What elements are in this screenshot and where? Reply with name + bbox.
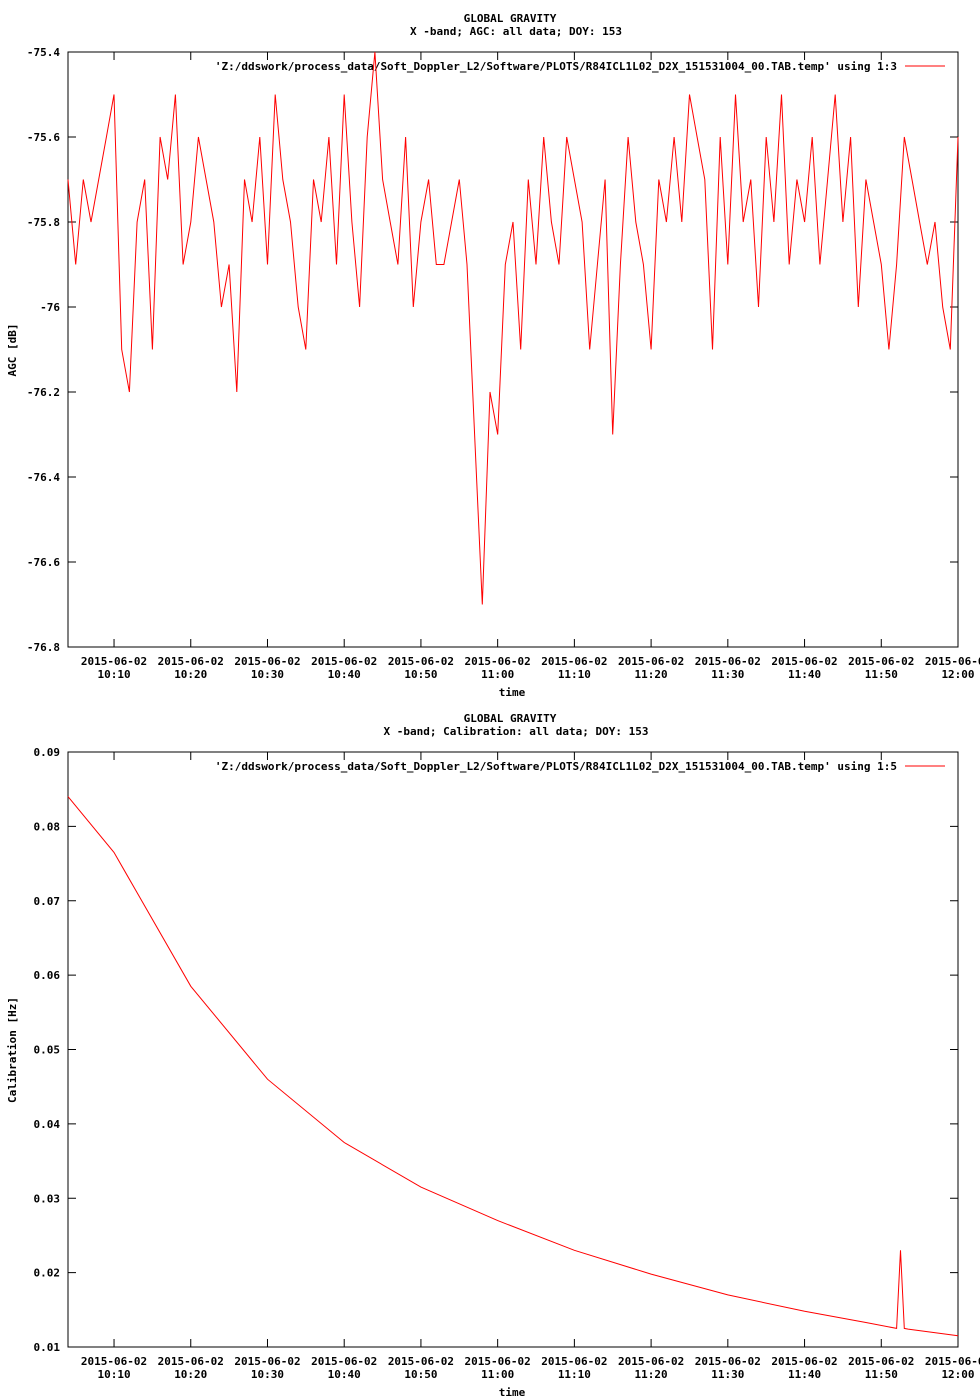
y-tick-label: -75.4 <box>27 46 60 59</box>
x-tick-date: 2015-06-02 <box>695 655 761 668</box>
x-tick-date: 2015-06-02 <box>234 1355 300 1368</box>
x-axis-ticks: 2015-06-0210:102015-06-0210:202015-06-02… <box>81 52 980 681</box>
y-tick-label: -76.2 <box>27 386 60 399</box>
legend-label: 'Z:/ddswork/process_data/Soft_Doppler_L2… <box>215 60 897 73</box>
x-tick-time: 10:10 <box>97 1368 130 1381</box>
x-tick-time: 10:30 <box>251 668 284 681</box>
x-tick-date: 2015-06-02 <box>771 1355 837 1368</box>
x-tick-time: 11:40 <box>788 1368 821 1381</box>
x-tick-time: 10:20 <box>174 1368 207 1381</box>
calibration-series-line <box>67 796 959 1337</box>
y-tick-label: 0.09 <box>34 746 61 759</box>
x-tick-time: 11:20 <box>635 668 668 681</box>
y-tick-label: 0.01 <box>34 1341 61 1354</box>
x-tick-time: 10:20 <box>174 668 207 681</box>
y-tick-label: 0.03 <box>34 1192 61 1205</box>
y-tick-label: -75.6 <box>27 131 60 144</box>
x-tick-date: 2015-06-02 <box>541 655 607 668</box>
chart-subtitle: X -band; Calibration: all data; DOY: 153 <box>384 725 649 738</box>
x-tick-time: 11:10 <box>558 668 591 681</box>
x-tick-time: 11:10 <box>558 1368 591 1381</box>
x-axis-ticks: 2015-06-0210:102015-06-0210:202015-06-02… <box>81 752 980 1381</box>
legend-label: 'Z:/ddswork/process_data/Soft_Doppler_L2… <box>215 760 897 773</box>
chart-subtitle: X -band; AGC: all data; DOY: 153 <box>410 25 622 38</box>
x-tick-date: 2015-06-02 <box>925 655 980 668</box>
y-tick-label: -76.4 <box>27 471 60 484</box>
y-axis-label: Calibration [Hz] <box>6 997 19 1103</box>
x-axis-label: time <box>499 1386 526 1399</box>
x-tick-date: 2015-06-02 <box>311 655 377 668</box>
y-tick-label: -76 <box>40 301 60 314</box>
x-tick-date: 2015-06-02 <box>234 655 300 668</box>
x-tick-date: 2015-06-02 <box>388 1355 454 1368</box>
chart-title: GLOBAL GRAVITY <box>464 712 557 725</box>
x-tick-date: 2015-06-02 <box>848 1355 914 1368</box>
x-tick-time: 10:30 <box>251 1368 284 1381</box>
x-tick-date: 2015-06-02 <box>158 655 224 668</box>
x-tick-time: 10:40 <box>328 668 361 681</box>
x-tick-date: 2015-06-02 <box>81 655 147 668</box>
x-tick-time: 11:50 <box>865 1368 898 1381</box>
x-tick-time: 11:50 <box>865 668 898 681</box>
x-tick-time: 11:00 <box>481 1368 514 1381</box>
x-tick-date: 2015-06-02 <box>81 1355 147 1368</box>
x-tick-date: 2015-06-02 <box>311 1355 377 1368</box>
plot-frame <box>67 51 959 648</box>
x-tick-time: 11:00 <box>481 668 514 681</box>
y-tick-label: 0.05 <box>34 1044 61 1057</box>
x-tick-time: 10:50 <box>404 668 437 681</box>
x-tick-date: 2015-06-02 <box>618 1355 684 1368</box>
y-tick-label: -75.8 <box>27 216 60 229</box>
plot-frame <box>67 751 959 1348</box>
x-tick-time: 12:00 <box>941 1368 974 1381</box>
x-tick-time: 12:00 <box>941 668 974 681</box>
x-tick-time: 10:40 <box>328 1368 361 1381</box>
y-axis-label: AGC [dB] <box>6 324 19 377</box>
x-axis-label: time <box>499 686 526 699</box>
x-tick-time: 10:10 <box>97 668 130 681</box>
x-tick-date: 2015-06-02 <box>158 1355 224 1368</box>
x-tick-date: 2015-06-02 <box>925 1355 980 1368</box>
x-tick-date: 2015-06-02 <box>465 655 531 668</box>
y-tick-label: -76.6 <box>27 556 60 569</box>
x-tick-date: 2015-06-02 <box>695 1355 761 1368</box>
x-tick-time: 11:40 <box>788 668 821 681</box>
agc-chart: GLOBAL GRAVITY X -band; AGC: all data; D… <box>6 12 980 699</box>
y-axis-ticks: 0.09 0.08 0.07 0.06 0.05 0.04 0.03 0.02 0.01 <box>34 746 958 1354</box>
x-tick-date: 2015-06-02 <box>618 655 684 668</box>
y-axis-ticks: -75.4 -75.6 -75.8 -76 -76.2 -76.4 -76.6 -76.8 <box>27 46 958 654</box>
y-tick-label: 0.02 <box>34 1267 61 1280</box>
y-tick-label: 0.06 <box>34 969 61 982</box>
y-tick-label: 0.07 <box>34 895 61 908</box>
y-tick-label: 0.08 <box>34 820 61 833</box>
x-tick-time: 11:20 <box>635 1368 668 1381</box>
y-tick-label: 0.04 <box>34 1118 61 1131</box>
x-tick-date: 2015-06-02 <box>388 655 454 668</box>
x-tick-time: 11:30 <box>711 668 744 681</box>
x-tick-date: 2015-06-02 <box>848 655 914 668</box>
y-tick-label: -76.8 <box>27 641 60 654</box>
x-tick-time: 10:50 <box>404 1368 437 1381</box>
x-tick-time: 11:30 <box>711 1368 744 1381</box>
chart-title: GLOBAL GRAVITY <box>464 12 557 25</box>
x-tick-date: 2015-06-02 <box>541 1355 607 1368</box>
x-tick-date: 2015-06-02 <box>465 1355 531 1368</box>
calibration-chart: GLOBAL GRAVITY X -band; Calibration: all… <box>6 712 980 1399</box>
agc-series-line <box>67 51 959 605</box>
x-tick-date: 2015-06-02 <box>771 655 837 668</box>
